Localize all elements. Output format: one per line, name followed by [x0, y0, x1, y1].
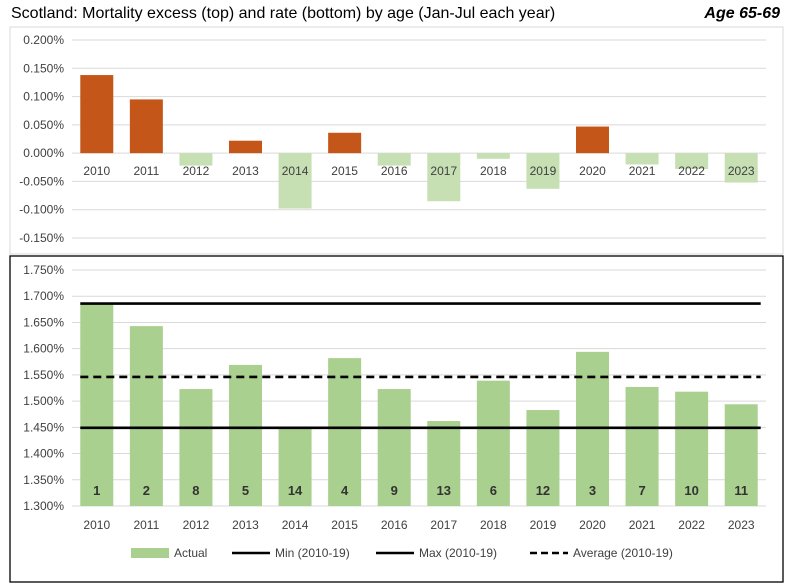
bottom-x-tick-label: 2013: [232, 518, 259, 532]
chart-title: Scotland: Mortality excess (top) and rat…: [11, 5, 556, 22]
bottom-x-tick-label: 2011: [133, 518, 159, 532]
rank-label: 4: [341, 483, 349, 498]
top-bar: [724, 153, 758, 183]
rank-label: 5: [242, 483, 249, 498]
legend-label-average: Average (2010-19): [573, 546, 673, 560]
age-group-label: Age 65-69: [704, 5, 780, 22]
bottom-y-tick-label: 1.500%: [23, 394, 64, 408]
top-y-tick-label: 0.100%: [23, 90, 64, 104]
top-x-tick-label: 2022: [678, 164, 705, 178]
top-bar: [80, 75, 114, 154]
actual-bar: [129, 326, 163, 506]
actual-bar: [80, 303, 114, 506]
bottom-x-tick-label: 2018: [480, 518, 507, 532]
top-bar: [526, 153, 560, 189]
bottom-x-tick-label: 2012: [183, 518, 210, 532]
bottom-x-tick-label: 2016: [381, 518, 408, 532]
bottom-y-tick-label: 1.700%: [23, 289, 64, 303]
top-y-tick-label: -0.100%: [19, 203, 64, 217]
top-y-tick-label: 0.000%: [23, 146, 64, 160]
top-y-tick-label: 0.050%: [23, 118, 64, 132]
bottom-y-tick-label: 1.550%: [23, 368, 64, 382]
bottom-x-tick-label: 2015: [331, 518, 358, 532]
rank-label: 1: [93, 483, 100, 498]
bottom-x-tick-label: 2010: [83, 518, 110, 532]
bottom-y-tick-label: 1.650%: [23, 315, 64, 329]
bottom-chart-frame: [9, 255, 784, 583]
top-bar: [129, 99, 163, 154]
rank-label: 2: [143, 483, 150, 498]
top-bar: [179, 153, 213, 166]
top-y-tick-label: 0.200%: [23, 33, 64, 47]
rank-label: 13: [437, 483, 451, 498]
rank-label: 11: [734, 483, 748, 498]
bottom-y-tick-label: 1.300%: [23, 499, 64, 513]
top-y-tick-label: -0.150%: [19, 231, 64, 245]
bottom-y-tick-label: 1.350%: [23, 473, 64, 487]
top-bar: [576, 126, 609, 154]
bottom-y-tick-label: 1.400%: [23, 447, 64, 461]
bottom-x-tick-label: 2022: [678, 518, 705, 532]
rank-label: 14: [288, 483, 303, 498]
top-x-tick-label: 2018: [480, 164, 507, 178]
top-x-tick-label: 2015: [331, 164, 358, 178]
top-x-tick-label: 2019: [530, 164, 557, 178]
actual-bar: [724, 404, 758, 506]
top-chart-frame: [9, 26, 784, 255]
bottom-x-tick-label: 2017: [430, 518, 457, 532]
actual-bar: [229, 364, 262, 506]
top-x-tick-label: 2014: [282, 164, 309, 178]
top-bar: [625, 153, 659, 165]
legend-label-min: Min (2010-19): [275, 546, 350, 560]
top-bar: [427, 153, 461, 202]
top-bar: [675, 153, 709, 169]
actual-bar: [377, 389, 411, 506]
top-x-tick-label: 2013: [232, 164, 259, 178]
rank-label: 3: [589, 483, 596, 498]
bottom-x-tick-label: 2019: [530, 518, 557, 532]
bottom-x-tick-label: 2020: [579, 518, 606, 532]
rank-label: 9: [391, 483, 398, 498]
rank-label: 12: [536, 483, 550, 498]
top-x-tick-label: 2023: [728, 164, 755, 178]
actual-bar: [675, 391, 709, 506]
top-x-tick-label: 2016: [381, 164, 408, 178]
top-bar: [377, 153, 411, 166]
legend-label-max: Max (2010-19): [419, 546, 497, 560]
top-x-tick-label: 2010: [83, 164, 110, 178]
actual-bar: [179, 389, 213, 506]
rank-label: 7: [638, 483, 645, 498]
rank-label: 8: [192, 483, 199, 498]
bottom-x-tick-label: 2023: [728, 518, 755, 532]
top-x-tick-label: 2020: [579, 164, 606, 178]
legend-swatch-actual: [131, 548, 169, 558]
bottom-y-tick-label: 1.600%: [23, 342, 64, 356]
top-bar: [476, 153, 510, 159]
top-bar: [278, 153, 312, 209]
bottom-y-tick-label: 1.750%: [23, 263, 64, 277]
bottom-x-tick-label: 2021: [629, 518, 656, 532]
bottom-y-tick-label: 1.450%: [23, 420, 64, 434]
actual-bar: [526, 410, 560, 506]
top-bar: [229, 140, 262, 154]
actual-bar: [328, 358, 362, 506]
actual-bar: [278, 427, 312, 506]
bottom-x-tick-label: 2014: [282, 518, 309, 532]
actual-bar: [427, 421, 461, 506]
top-x-tick-label: 2011: [133, 164, 159, 178]
actual-bar: [476, 380, 510, 506]
top-y-tick-label: -0.050%: [19, 174, 64, 188]
actual-bar: [625, 386, 659, 506]
rank-label: 6: [490, 483, 497, 498]
top-bar: [328, 132, 362, 154]
top-x-tick-label: 2021: [629, 164, 656, 178]
top-x-tick-label: 2012: [183, 164, 210, 178]
top-x-tick-label: 2017: [430, 164, 457, 178]
top-y-tick-label: 0.150%: [23, 61, 64, 75]
rank-label: 10: [684, 483, 698, 498]
legend-label-actual: Actual: [174, 546, 207, 560]
